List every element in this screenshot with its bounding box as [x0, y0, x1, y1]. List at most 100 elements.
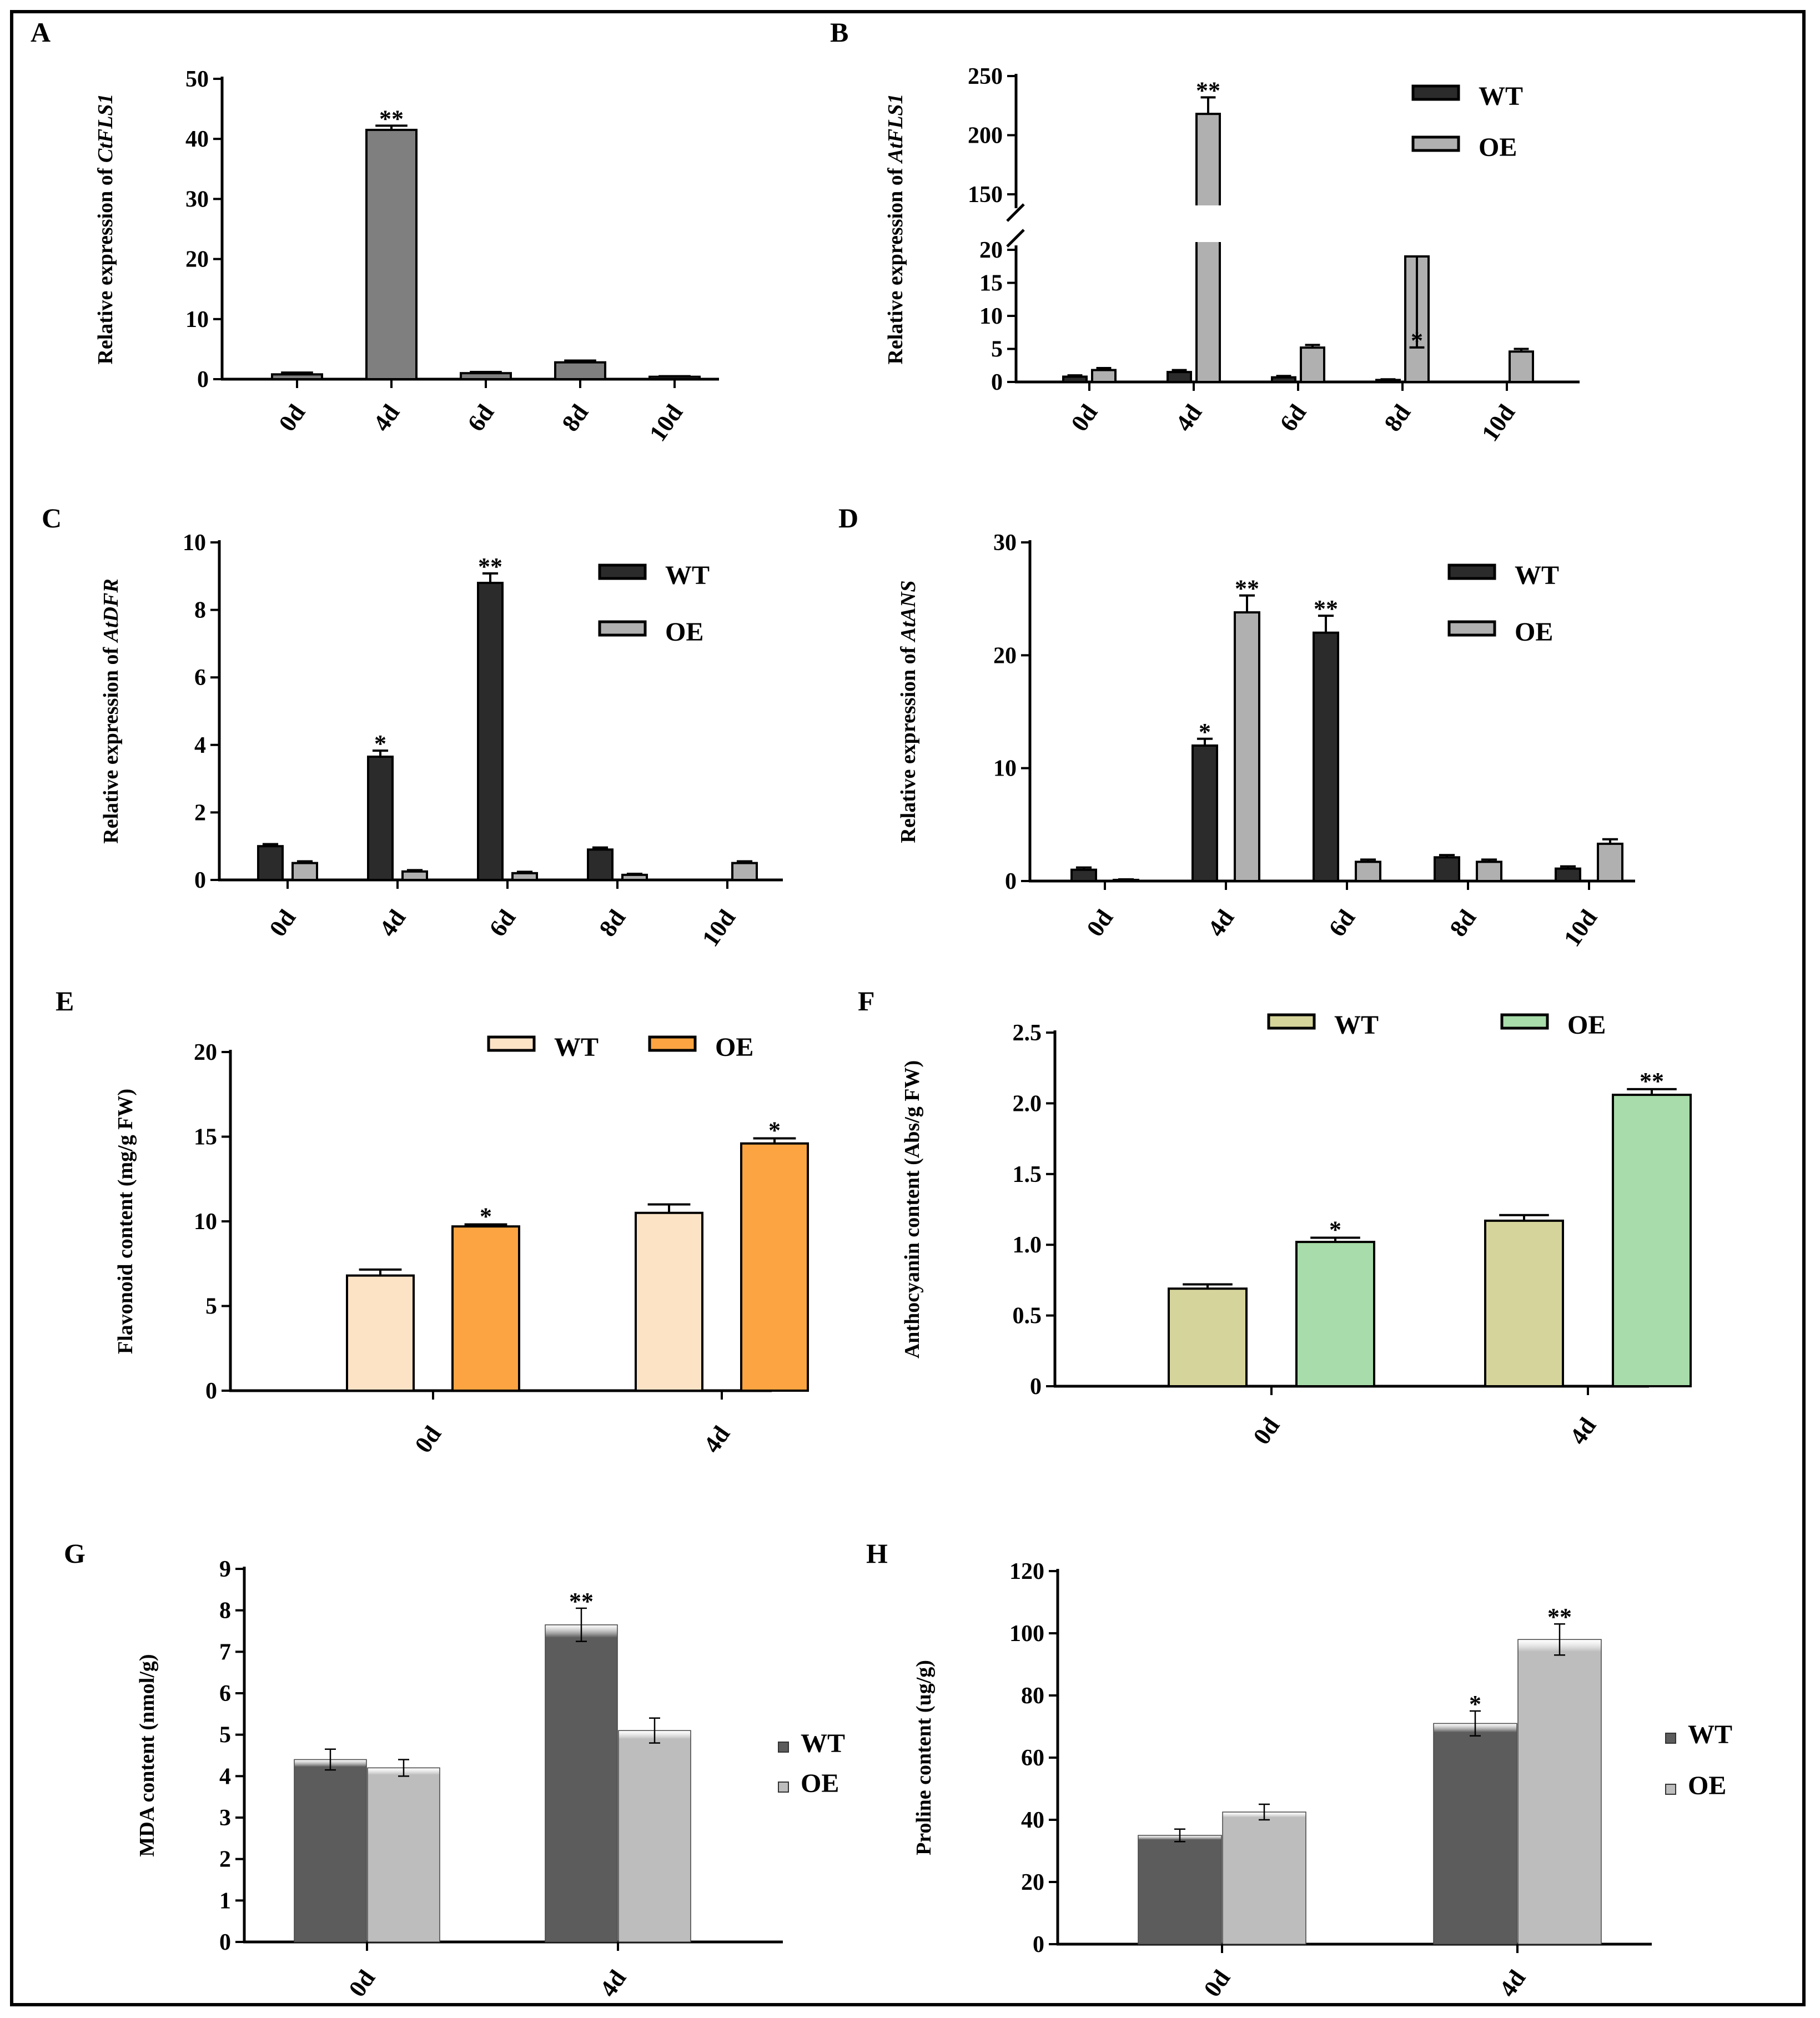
y-tick-label: 30 [185, 187, 209, 212]
legend-label: WT [554, 1033, 599, 1062]
legend-label: OE [1479, 133, 1517, 162]
legend-label: OE [1515, 617, 1553, 647]
y-axis-label: Relative expression of AtANS [897, 580, 920, 843]
bar [367, 1767, 440, 1942]
figure-border [10, 10, 1806, 2006]
y-tick-label: 20 [194, 1040, 217, 1065]
y-tick-label: 80 [1021, 1683, 1044, 1709]
bar [271, 373, 323, 380]
legend-swatch [1447, 563, 1496, 580]
y-tick-label: 20 [993, 643, 1017, 668]
y-tick-label: 50 [185, 67, 209, 92]
y-tick-label: 8 [219, 1598, 231, 1624]
y-tick-label: 0 [1033, 1932, 1044, 1957]
y-tick-label: 20 [1021, 1870, 1044, 1895]
y-tick-label: 120 [1009, 1559, 1044, 1584]
x-tick-label: 8d [556, 400, 594, 436]
x-tick-label: 0d [1198, 1965, 1235, 2002]
y-tick-label: 100 [1009, 1621, 1044, 1647]
panel-letter: B [830, 17, 848, 48]
x-tick-label: 0d [264, 905, 301, 942]
y-tick-label: 2 [219, 1847, 231, 1873]
bar [1484, 1219, 1564, 1388]
bar [554, 361, 606, 380]
legend-swatch [648, 1035, 697, 1052]
y-tick-label: 0 [1005, 869, 1017, 894]
y-tick-label: 1.5 [1013, 1162, 1042, 1187]
significance-mark: * [1411, 327, 1423, 354]
x-tick-label: 4d [698, 1421, 735, 1458]
x-tick-label: 4d [374, 905, 411, 942]
bar [1612, 1094, 1692, 1388]
legend-label: WT [1479, 82, 1523, 111]
bar [1138, 1835, 1222, 1945]
y-tick-label: 10 [993, 756, 1017, 782]
y-tick-label: 20 [979, 238, 1003, 263]
x-tick-label: 6d [462, 400, 499, 436]
y-tick-label: 5 [205, 1294, 217, 1320]
y-tick-label: 3 [219, 1805, 231, 1831]
bar [477, 581, 504, 881]
bar [1476, 860, 1502, 883]
bar [401, 870, 428, 882]
x-tick-label: 0d [1248, 1413, 1285, 1450]
bar [1434, 856, 1460, 883]
legend-swatch [598, 620, 647, 637]
y-axis-label: Anthocyanin content (Abs/g FW) [901, 1060, 924, 1358]
legend-swatch [778, 1742, 789, 1753]
legend-label: OE [1567, 1010, 1606, 1040]
bar [1195, 113, 1221, 383]
y-tick-label: 40 [185, 127, 209, 152]
significance-mark: ** [1314, 595, 1338, 622]
panel-E: E 0 5 10 15 20 Flavonoid content (mg/g FW) * 0d *… [56, 985, 809, 1458]
y-axis-label: Relative expression of AtFLS1 [884, 93, 907, 364]
bar [587, 848, 614, 882]
bar [1062, 375, 1088, 383]
x-tick-label: 6d [1323, 905, 1360, 942]
panel-letter: E [56, 985, 74, 1016]
y-tick-label: 0 [205, 1378, 217, 1404]
legend-label: WT [1334, 1010, 1379, 1040]
y-tick-label: 1.0 [1013, 1232, 1042, 1258]
y-tick-label: 9 [219, 1557, 231, 1582]
bar [1509, 350, 1534, 384]
legend-label: OE [801, 1769, 839, 1798]
y-tick-label: 4 [194, 733, 206, 758]
bar [618, 1730, 691, 1942]
x-tick-label: 6d [1274, 400, 1311, 436]
legend-swatch [1665, 1784, 1676, 1795]
bar [1167, 371, 1192, 384]
x-tick-label: 0d [343, 1965, 380, 2002]
legend-label: WT [801, 1729, 845, 1758]
bar [1433, 1723, 1517, 1945]
x-tick-label: 8d [594, 905, 631, 942]
panel-letter: G [64, 1538, 86, 1569]
y-tick-label: 200 [968, 123, 1003, 149]
x-tick-label: 4d [1564, 1413, 1601, 1450]
bar [365, 128, 418, 380]
bar [511, 872, 538, 881]
significance-mark: ** [379, 105, 404, 132]
legend-swatch [1665, 1733, 1676, 1744]
panel-H: H 0 20 40 60 80 100 120 Proline content (ug/g) 0d… [866, 1538, 1732, 2002]
y-tick-label: 7 [219, 1639, 231, 1665]
x-tick-label: 10d [644, 400, 688, 446]
bar [1300, 346, 1325, 383]
y-tick-label: 10 [979, 304, 1003, 329]
bar [291, 862, 318, 881]
x-tick-label: 10d [697, 905, 741, 952]
legend-swatch [1267, 1013, 1316, 1030]
legend-label: OE [715, 1033, 753, 1062]
bar [1168, 1287, 1248, 1387]
y-tick-label: 8 [194, 598, 206, 623]
y-tick-label: 2.0 [1013, 1091, 1042, 1116]
bar [1222, 1811, 1306, 1945]
y-tick-label: 0 [1030, 1374, 1042, 1400]
x-tick-label: 8d [1379, 400, 1416, 436]
y-axis-label: Proline content (ug/g) [912, 1660, 936, 1855]
panel-A: A 0 10 20 30 40 50 Relative expression of CtFLS… [31, 17, 719, 446]
bar [731, 862, 758, 881]
significance-mark: ** [1547, 1603, 1572, 1630]
